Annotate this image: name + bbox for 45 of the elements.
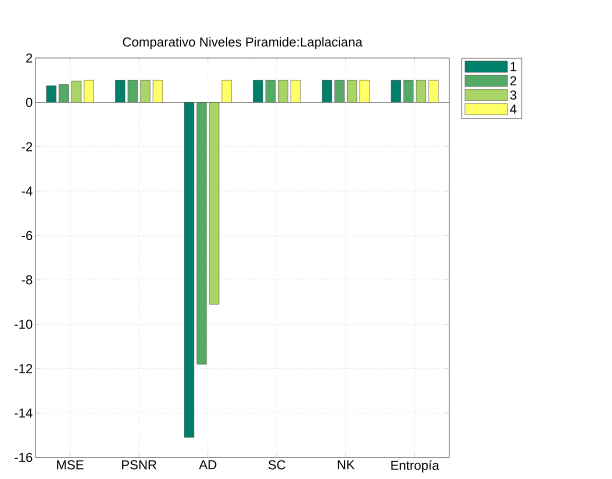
bar <box>390 80 401 103</box>
legend-label: 3 <box>510 90 516 100</box>
x-tick-label: Entropía <box>391 460 440 473</box>
y-tick-label: -6 <box>22 230 32 240</box>
y-tick-label: -14 <box>14 408 32 418</box>
x-tick-label: SC <box>268 460 286 470</box>
bar <box>184 102 194 438</box>
x-tick-label: MSE <box>57 460 84 470</box>
y-tick-label: -10 <box>14 320 32 329</box>
bar <box>222 80 232 103</box>
x-tick-label: PSNR <box>122 460 156 470</box>
bar <box>128 80 138 103</box>
bar <box>58 84 69 103</box>
bar <box>46 86 56 103</box>
bar <box>266 80 276 103</box>
bar <box>360 80 370 103</box>
y-tick-label: -4 <box>22 186 32 196</box>
legend-label: 1 <box>510 62 516 72</box>
bar <box>196 102 207 364</box>
x-tick-label: AD <box>198 460 216 470</box>
y-tick-label: -12 <box>14 364 32 374</box>
bar <box>84 80 94 103</box>
bar <box>403 80 414 103</box>
y-tick-label: -16 <box>14 452 32 462</box>
chart-title: Comparativo Niveles Piramide:Laplaciana <box>122 37 362 50</box>
legend-label: 2 <box>510 76 516 86</box>
bar <box>290 80 301 103</box>
bar <box>322 80 332 103</box>
bar <box>278 80 288 103</box>
legend-label: 4 <box>510 104 516 114</box>
bar <box>209 102 220 305</box>
bar <box>115 80 126 103</box>
bar <box>416 80 426 103</box>
bar <box>334 80 345 103</box>
x-tick-label: NK <box>338 460 355 470</box>
bar <box>428 80 439 103</box>
y-tick-label: -8 <box>22 275 32 285</box>
bar <box>71 80 82 103</box>
y-tick-label: -2 <box>22 142 32 152</box>
bar <box>253 80 264 103</box>
bar <box>152 80 163 103</box>
y-tick-label: 0 <box>26 98 32 108</box>
y-tick-label: 2 <box>26 54 32 63</box>
bar <box>347 80 358 103</box>
bar <box>140 80 150 103</box>
